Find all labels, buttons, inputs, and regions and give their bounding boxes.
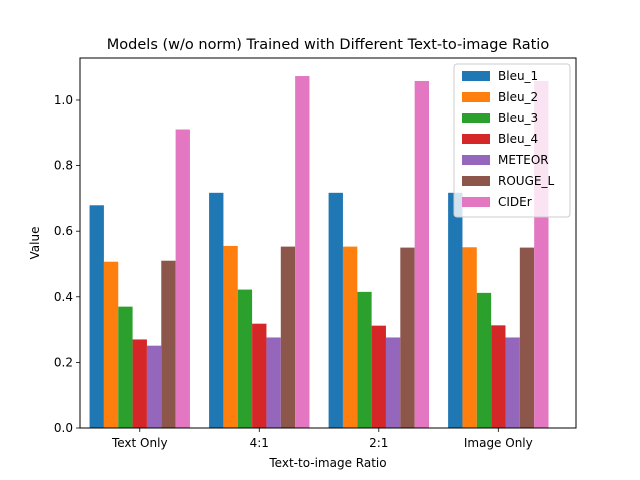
bar-bleu_3-0	[118, 306, 133, 428]
bar-bleu_3-1	[237, 289, 253, 428]
bar-bleu_4-2	[371, 325, 386, 428]
x-tick-label: Image Only	[464, 436, 533, 450]
bar-meteor-2	[385, 337, 401, 428]
bar-bleu_2-1	[223, 245, 238, 428]
y-tick-label: 0.4	[54, 290, 73, 304]
x-tick-label: Text Only	[111, 436, 168, 450]
y-tick-label: 0.8	[54, 159, 73, 173]
bar-bleu_3-2	[357, 291, 372, 428]
bar-bleu_3-3	[476, 292, 492, 428]
bar-bleu_1-1	[209, 192, 224, 428]
legend-label-bleu_3: Bleu_3	[498, 111, 538, 125]
bar-bleu_2-0	[103, 261, 119, 428]
bar-cider-0	[175, 129, 190, 429]
legend-label-meteor: METEOR	[498, 153, 549, 167]
legend-label-bleu_4: Bleu_4	[498, 132, 538, 146]
chart-title: Models (w/o norm) Trained with Different…	[107, 37, 550, 53]
legend-label-cider: CIDEr	[498, 195, 532, 209]
bar-cider-2	[414, 80, 429, 428]
bar-bleu_2-3	[462, 247, 477, 428]
legend-swatch-rouge_l	[462, 176, 490, 186]
legend-swatch-cider	[462, 197, 490, 207]
bar-bleu_1-2	[328, 192, 343, 428]
bar-rouge_l-1	[280, 246, 296, 428]
bar-meteor-1	[266, 337, 281, 428]
bar-meteor-0	[146, 345, 162, 428]
bar-meteor-3	[505, 337, 520, 428]
x-axis-label: Text-to-image Ratio	[268, 456, 386, 470]
legend-swatch-bleu_3	[462, 113, 490, 123]
legend-swatch-meteor	[462, 155, 490, 165]
x-tick-label: 4:1	[250, 436, 269, 450]
x-axis-ticks: Text Only 4:1 2:1 Image Only	[111, 428, 533, 450]
legend-swatch-bleu_4	[462, 134, 490, 144]
y-tick-label: 0.2	[54, 355, 73, 369]
bar-bleu_4-0	[132, 339, 147, 428]
legend-swatch-bleu_1	[462, 71, 490, 81]
bars-group	[89, 76, 549, 429]
bar-cider-1	[295, 76, 310, 429]
bar-rouge_l-3	[519, 247, 535, 428]
x-tick-label: 2:1	[369, 436, 388, 450]
bar-bleu_1-3	[448, 192, 463, 428]
y-axis-ticks: 0.0 0.2 0.4 0.6 0.8 1.0	[54, 93, 80, 435]
legend: Bleu_1 Bleu_2 Bleu_3 Bleu_4 METEOR ROUGE_L CID…	[453, 63, 571, 218]
bar-rouge_l-2	[400, 247, 415, 428]
bar-bleu_4-1	[252, 323, 267, 428]
legend-label-rouge_l: ROUGE_L	[498, 174, 554, 188]
y-tick-label: 1.0	[54, 93, 73, 107]
plot-frame	[79, 57, 577, 429]
bar-bleu_1-0	[89, 205, 104, 428]
y-tick-label: 0.0	[54, 421, 73, 435]
legend-swatch-bleu_2	[462, 92, 490, 102]
bar-bleu_4-3	[491, 325, 506, 428]
y-axis-label: Value	[28, 227, 42, 260]
y-tick-label: 0.6	[54, 224, 73, 238]
bar-bleu_2-2	[342, 246, 358, 428]
bar-rouge_l-0	[161, 260, 176, 428]
legend-label-bleu_2: Bleu_2	[498, 90, 538, 104]
legend-label-bleu_1: Bleu_1	[498, 69, 538, 83]
